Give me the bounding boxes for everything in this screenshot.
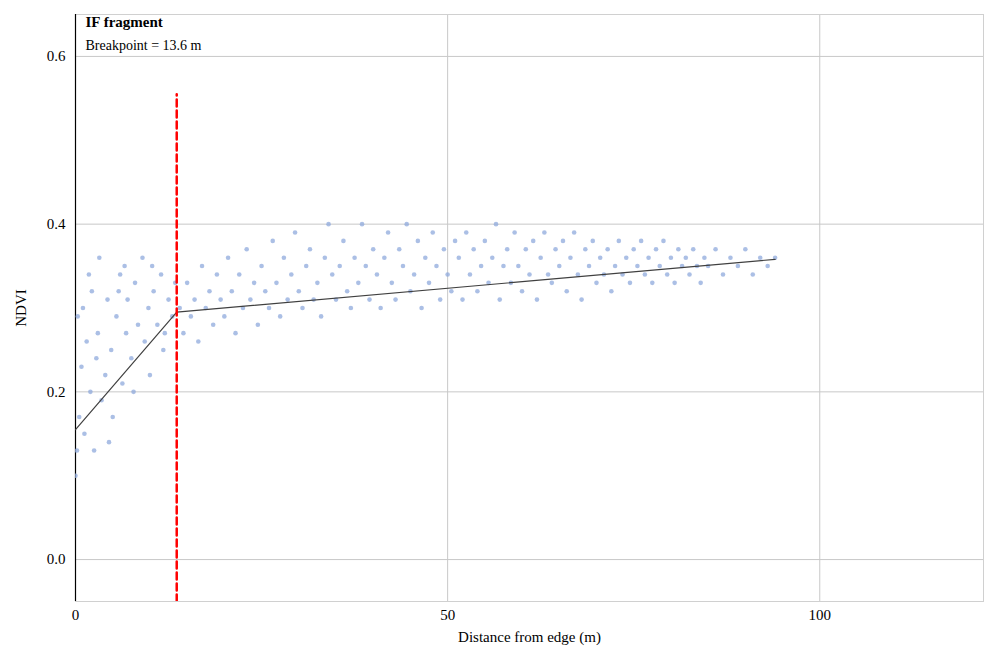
svg-text:IF fragment: IF fragment [86,14,163,30]
svg-text:NDVI: NDVI [13,289,29,327]
svg-text:Distance from edge (m): Distance from edge (m) [458,629,601,646]
svg-text:Breakpoint = 13.6 m: Breakpoint = 13.6 m [86,38,202,53]
svg-text:0.6: 0.6 [47,48,66,64]
svg-text:0.2: 0.2 [47,384,66,400]
svg-text:100: 100 [809,607,832,623]
svg-text:0.4: 0.4 [47,216,66,232]
svg-text:0.0: 0.0 [47,551,66,567]
svg-text:0: 0 [72,607,80,623]
svg-text:50: 50 [440,607,455,623]
